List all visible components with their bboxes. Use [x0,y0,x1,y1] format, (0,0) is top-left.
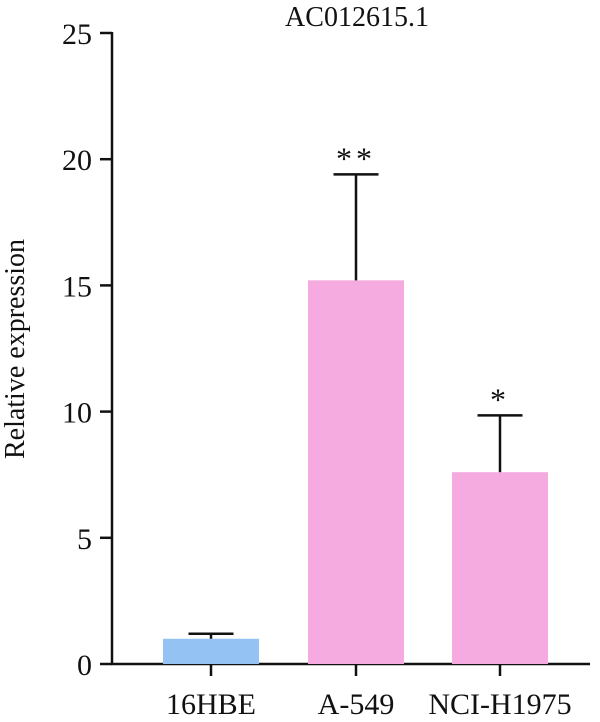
x-axis-ticks: 16HBE A-549 NCI-H1975 [166,664,572,721]
x-tick-label: A-549 [318,688,395,721]
y-tick-label: 0 [77,649,92,682]
y-axis-ticks: 0 5 10 15 20 25 [62,18,112,682]
y-tick-label: 10 [62,397,92,430]
y-tick-label: 5 [77,523,92,556]
chart-title: AC012615.1 [285,2,429,33]
bar-16hbe [163,638,259,664]
bar-nci-h1975 [452,472,548,664]
y-axis-label: Relative expression [0,239,31,459]
significance-marks: *** [336,140,510,417]
y-tick-label: 20 [62,144,92,177]
y-tick-label: 25 [62,18,92,51]
bar-a-549 [308,280,404,664]
y-tick-label: 15 [62,270,92,303]
significance-label: * [490,381,510,417]
significance-label: ** [336,140,376,176]
bars [163,280,548,664]
x-tick-label: 16HBE [166,688,256,721]
x-tick-label: NCI-H1975 [428,688,571,721]
error-bars [188,173,523,639]
